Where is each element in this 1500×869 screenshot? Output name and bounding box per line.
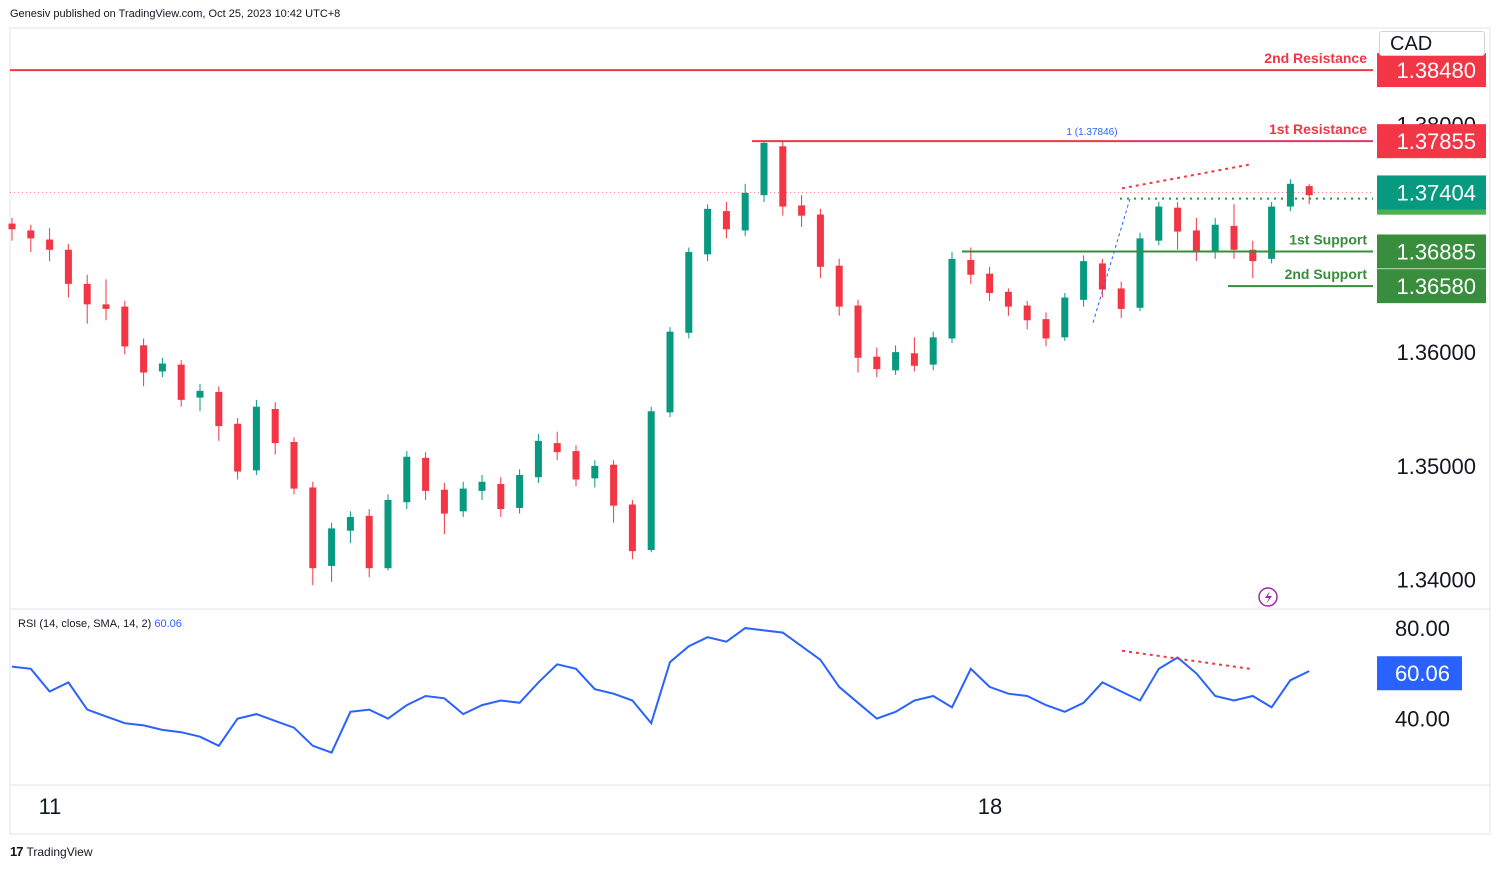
candle-body	[892, 352, 899, 370]
candle-body	[761, 143, 768, 195]
candle-body	[441, 490, 448, 514]
tradingview-logo-icon: 17	[10, 844, 22, 859]
rsi-legend: RSI (14, close, SMA, 14, 2) 60.06	[18, 618, 182, 630]
price-divergence-line	[1122, 164, 1250, 188]
candle-body	[422, 458, 429, 491]
candle-body	[272, 409, 279, 443]
chart-frame	[10, 28, 1490, 834]
candle-body	[798, 205, 805, 215]
candle-body	[27, 230, 34, 238]
candle-body	[1137, 238, 1144, 307]
rsi-tick-label: 40.00	[1395, 707, 1450, 732]
candle-body	[855, 305, 862, 357]
candle-body	[986, 274, 993, 293]
candle-body	[1061, 298, 1068, 338]
candle-body	[84, 284, 91, 304]
candle-body	[309, 487, 316, 568]
candle-body	[704, 209, 711, 254]
candle-body	[1099, 263, 1106, 289]
candle-body	[554, 443, 561, 452]
candle-body	[460, 489, 467, 512]
candle-body	[1231, 226, 1238, 250]
candle-body	[648, 411, 655, 550]
lightning-icon-glyph	[1265, 591, 1272, 604]
candle-body	[1005, 292, 1012, 307]
currency-button[interactable]: CAD	[1379, 31, 1485, 56]
candle-body	[1155, 207, 1162, 241]
candle-body	[197, 391, 204, 398]
candle-body	[1193, 230, 1200, 252]
candle-body	[121, 307, 128, 347]
candle-body	[1043, 319, 1050, 338]
candle-body	[253, 407, 260, 471]
rsi-title: RSI (14, close, SMA, 14, 2)	[18, 618, 151, 630]
candle-body	[535, 441, 542, 477]
candle-body	[1212, 225, 1219, 251]
candle-body	[742, 193, 749, 231]
level-price-box: 1.37855	[1396, 129, 1476, 154]
candle-body	[46, 240, 53, 250]
candle-body	[103, 304, 110, 309]
level-price-box: 1.36885	[1396, 239, 1476, 264]
candle-body	[1306, 186, 1313, 195]
time-tick-label: 18	[978, 794, 1002, 819]
level-price-box: 1.36580	[1396, 274, 1476, 299]
candle-body	[873, 357, 880, 370]
time-tick-label: 11	[39, 794, 62, 819]
candle-body	[291, 442, 298, 489]
candle-body	[178, 365, 185, 400]
level-label: 1st Resistance	[1269, 121, 1367, 137]
candle-body	[347, 517, 354, 531]
candle-body	[9, 224, 16, 230]
level-price-box: 1.38480	[1396, 58, 1476, 83]
candle-body	[479, 482, 486, 491]
candle-body	[1174, 208, 1181, 232]
candle-body	[573, 451, 580, 479]
candle-body	[930, 337, 937, 364]
rsi-legend-value: 60.06	[154, 618, 182, 630]
candle-body	[328, 528, 335, 566]
candle-body	[629, 505, 636, 552]
price-tick-label: 1.35000	[1396, 454, 1476, 479]
rsi-divergence-line	[1122, 651, 1250, 669]
candle-body	[1287, 184, 1294, 207]
candle-body	[949, 259, 956, 339]
candle-body	[1024, 305, 1031, 320]
candle-body	[234, 424, 241, 472]
footer-brand[interactable]: 17 TradingView	[10, 844, 93, 859]
candle-body	[779, 146, 786, 206]
footer-brand-label: TradingView	[26, 845, 92, 859]
candle-body	[403, 457, 410, 502]
rsi-tick-label: 80.00	[1395, 616, 1450, 641]
candle-body	[667, 332, 674, 413]
candle-body	[65, 250, 72, 284]
candle-body	[610, 465, 617, 506]
candle-body	[516, 475, 523, 508]
level-label: 2nd Support	[1285, 266, 1368, 282]
price-tick-label: 1.36000	[1396, 340, 1476, 365]
candle-body	[366, 516, 373, 568]
candle-body	[159, 363, 166, 371]
rsi-line	[12, 628, 1309, 753]
price-tick-label: 1.34000	[1396, 568, 1476, 593]
candle-body	[1118, 288, 1125, 308]
candle-body	[385, 500, 392, 568]
candle-body	[215, 392, 222, 426]
last-price-box: 1.37404	[1396, 180, 1476, 205]
rsi-value-box: 60.06	[1395, 661, 1450, 686]
candle-body	[497, 484, 504, 509]
candle-body	[140, 345, 147, 372]
candle-body	[817, 215, 824, 267]
candle-body	[685, 252, 692, 333]
candle-body	[1080, 261, 1087, 300]
candle-body	[911, 353, 918, 366]
level-label: 2nd Resistance	[1264, 50, 1367, 66]
candle-body	[836, 266, 843, 307]
level-label: 1st Support	[1289, 231, 1367, 247]
candle-body	[723, 211, 730, 229]
candle-body	[591, 466, 598, 479]
fib-level-label: 1 (1.37846)	[1066, 127, 1117, 138]
candle-body	[967, 260, 974, 275]
